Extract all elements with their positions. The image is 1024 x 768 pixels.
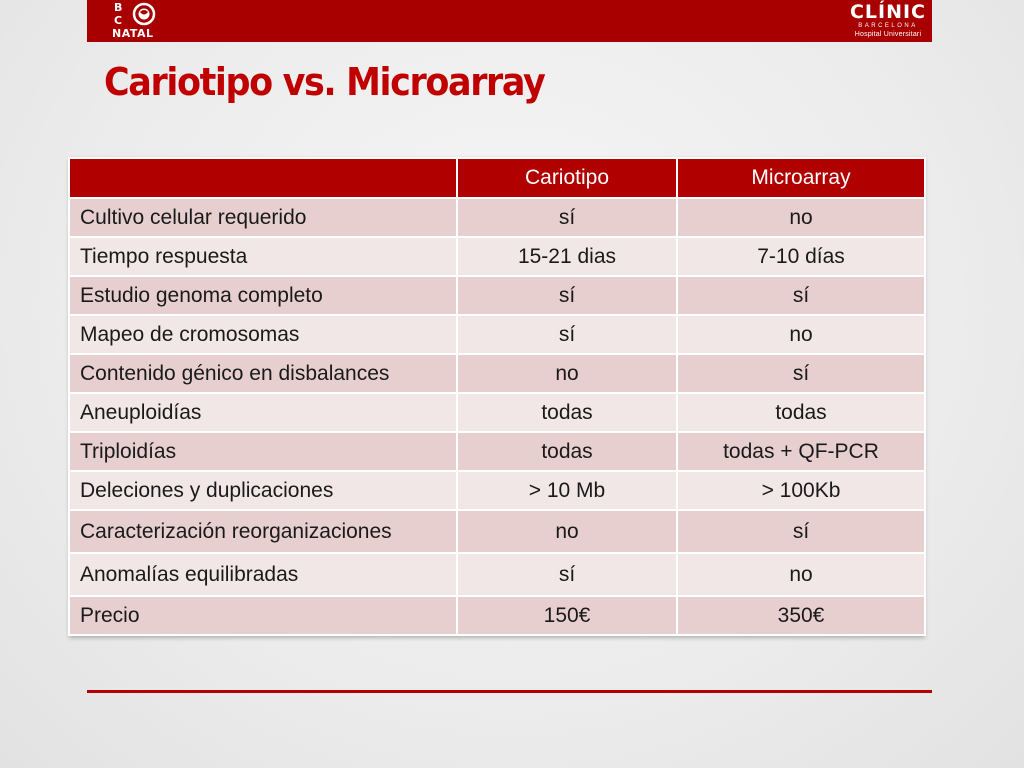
row-label: Precio — [68, 595, 458, 636]
row-label: Tiempo respuesta — [68, 236, 458, 277]
row-label: Contenido génico en disbalances — [68, 353, 458, 394]
table-row: Caracterización reorganizaciones no sí — [68, 509, 926, 554]
comparison-table-container: Cariotipo Microarray Cultivo celular req… — [68, 157, 926, 636]
row-label: Estudio genoma completo — [68, 275, 458, 316]
microarray-cell: todas + QF-PCR — [676, 431, 926, 472]
logo-letter-c: C — [114, 14, 123, 27]
table-row: Mapeo de cromosomas sí no — [68, 314, 926, 355]
table-row: Estudio genoma completo sí sí — [68, 275, 926, 316]
header-empty — [68, 157, 458, 199]
header-bar — [87, 0, 932, 42]
microarray-cell: 350€ — [676, 595, 926, 636]
clinic-barcelona-logo: CLÍNIC BARCELONA Hospital Universitari — [848, 2, 928, 42]
row-label: Cultivo celular requerido — [68, 197, 458, 238]
table-row: Cultivo celular requerido sí no — [68, 197, 926, 238]
microarray-cell: sí — [676, 275, 926, 316]
page-title: Cariotipo vs. Microarray — [104, 60, 546, 104]
table-row: Triploidías todas todas + QF-PCR — [68, 431, 926, 472]
microarray-cell: 7-10 días — [676, 236, 926, 277]
microarray-cell: no — [676, 314, 926, 355]
cariotipo-cell: no — [456, 353, 678, 394]
row-label: Deleciones y duplicaciones — [68, 470, 458, 511]
cariotipo-cell: sí — [456, 314, 678, 355]
bcnatal-seal-icon — [132, 2, 156, 26]
bcnatal-logo: B C NATAL — [112, 0, 172, 42]
header-cariotipo: Cariotipo — [456, 157, 678, 199]
microarray-cell: todas — [676, 392, 926, 433]
cariotipo-cell: sí — [456, 552, 678, 597]
cariotipo-cell: todas — [456, 431, 678, 472]
microarray-cell: no — [676, 197, 926, 238]
cariotipo-cell: sí — [456, 197, 678, 238]
row-label: Caracterización reorganizaciones — [68, 509, 458, 554]
microarray-cell: sí — [676, 509, 926, 554]
row-label: Mapeo de cromosomas — [68, 314, 458, 355]
logo-letter-b: B — [114, 1, 123, 14]
table-row: Aneuploidías todas todas — [68, 392, 926, 433]
row-label: Triploidías — [68, 431, 458, 472]
cariotipo-cell: sí — [456, 275, 678, 316]
row-label: Anomalías equilibradas — [68, 552, 458, 597]
table-row: Anomalías equilibradas sí no — [68, 552, 926, 597]
table-row: Contenido génico en disbalances no sí — [68, 353, 926, 394]
cariotipo-cell: todas — [456, 392, 678, 433]
table-row: Precio 150€ 350€ — [68, 595, 926, 636]
logo-clinic-name: CLÍNIC — [849, 1, 927, 23]
logo-subtitle: Hospital Universitari — [854, 31, 922, 38]
header-microarray: Microarray — [676, 157, 926, 199]
table-row: Deleciones y duplicaciones > 10 Mb > 100… — [68, 470, 926, 511]
cariotipo-cell: > 10 Mb — [456, 470, 678, 511]
row-label: Aneuploidías — [68, 392, 458, 433]
footer-divider — [87, 690, 932, 693]
comparison-table: Cariotipo Microarray Cultivo celular req… — [68, 157, 926, 636]
cariotipo-cell: 150€ — [456, 595, 678, 636]
logo-word-natal: NATAL — [112, 27, 154, 40]
cariotipo-cell: 15-21 dias — [456, 236, 678, 277]
microarray-cell: no — [676, 552, 926, 597]
cariotipo-cell: no — [456, 509, 678, 554]
microarray-cell: > 100Kb — [676, 470, 926, 511]
logo-city: BARCELONA — [858, 23, 918, 29]
table-header-row: Cariotipo Microarray — [68, 157, 926, 199]
table-row: Tiempo respuesta 15-21 dias 7-10 días — [68, 236, 926, 277]
microarray-cell: sí — [676, 353, 926, 394]
